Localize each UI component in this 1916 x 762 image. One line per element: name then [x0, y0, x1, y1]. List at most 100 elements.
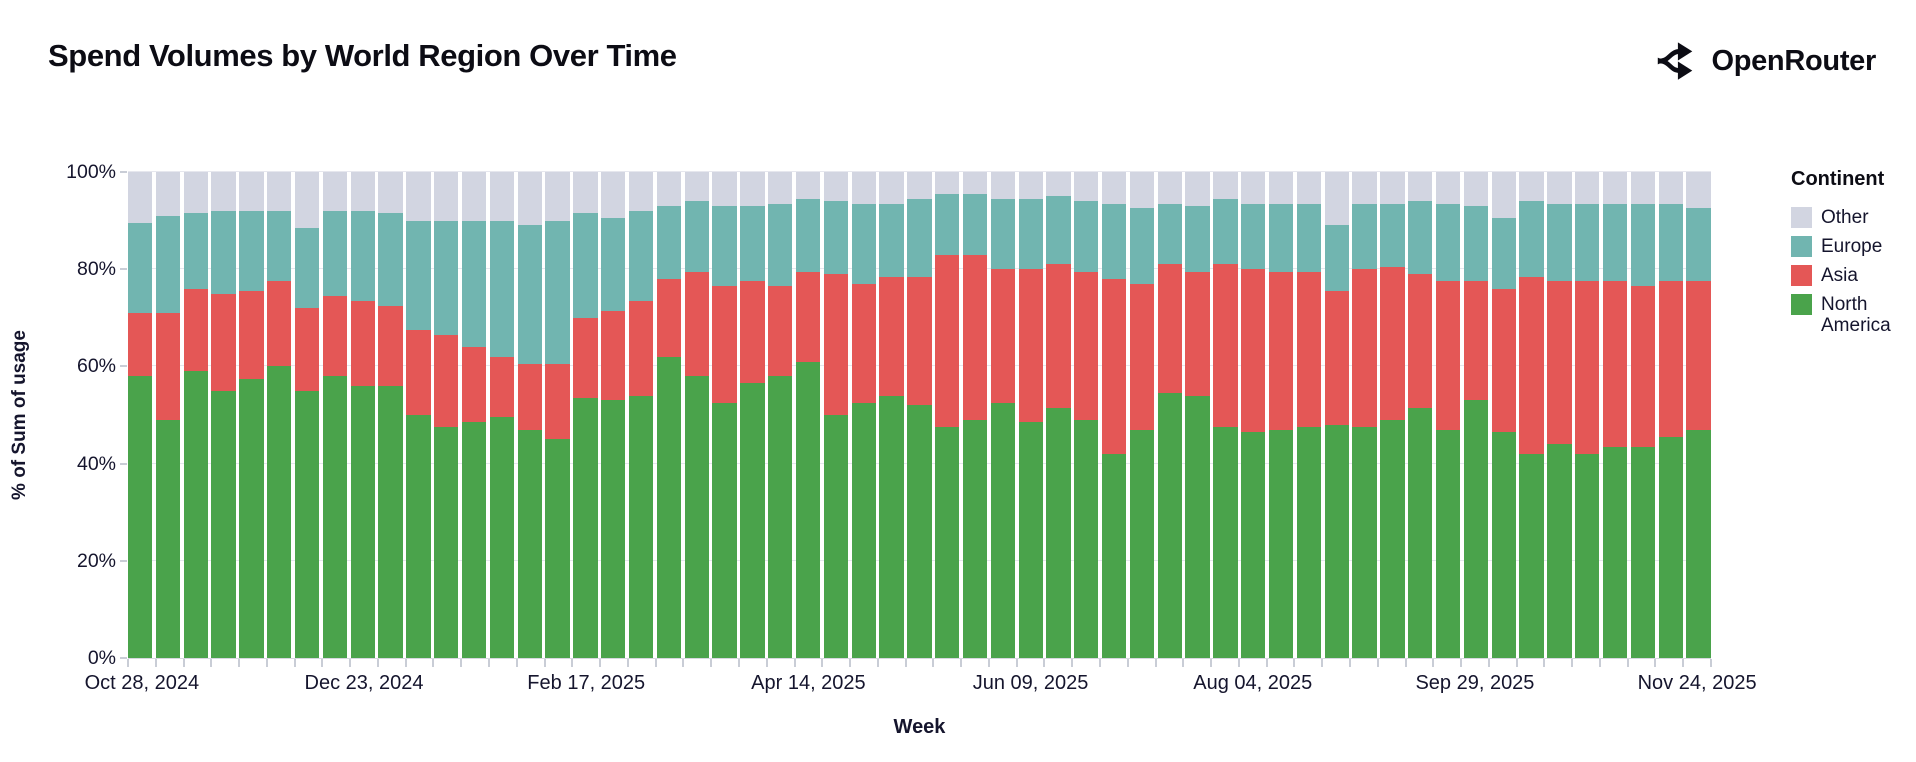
bar-segment-europe[interactable]	[768, 203, 793, 287]
bar-segment-asia[interactable]	[851, 283, 876, 403]
bar-segment-europe[interactable]	[879, 203, 904, 277]
bar-segment-other[interactable]	[294, 172, 320, 228]
bar-segment-north-america[interactable]	[545, 439, 570, 658]
legend-item-other[interactable]: Other	[1791, 207, 1909, 228]
bar-segment-other[interactable]	[378, 172, 403, 214]
bar-segment-other[interactable]	[183, 172, 208, 214]
bar-segment-north-america[interactable]	[1046, 407, 1071, 658]
bar-segment-asia[interactable]	[1547, 281, 1572, 445]
bar-segment-asia[interactable]	[1101, 278, 1127, 454]
bar-segment-europe[interactable]	[628, 210, 654, 301]
bar-segment-other[interactable]	[768, 172, 793, 204]
bar-segment-asia[interactable]	[1324, 291, 1349, 425]
bar-segment-north-america[interactable]	[628, 395, 654, 658]
bar-segment-europe[interactable]	[935, 193, 960, 255]
bar-segment-other[interactable]	[962, 172, 988, 194]
bar-segment-asia[interactable]	[461, 346, 487, 423]
bar-segment-north-america[interactable]	[1129, 429, 1155, 658]
bar-segment-asia[interactable]	[1602, 281, 1628, 447]
bar-segment-europe[interactable]	[1686, 208, 1711, 282]
bar-segment-asia[interactable]	[294, 308, 320, 391]
bar-segment-europe[interactable]	[1602, 203, 1628, 282]
bar-segment-other[interactable]	[1324, 172, 1349, 226]
bar-segment-other[interactable]	[1463, 172, 1489, 207]
bar-segment-europe[interactable]	[962, 193, 988, 255]
bar-segment-europe[interactable]	[851, 203, 876, 284]
bar-segment-asia[interactable]	[795, 271, 821, 362]
bar-segment-other[interactable]	[1296, 172, 1322, 204]
bar-segment-other[interactable]	[545, 172, 570, 221]
bar-segment-other[interactable]	[322, 172, 348, 211]
bar-segment-north-america[interactable]	[1213, 427, 1238, 658]
bar-segment-asia[interactable]	[684, 271, 709, 377]
bar-segment-north-america[interactable]	[267, 366, 292, 658]
bar-segment-europe[interactable]	[1185, 206, 1210, 272]
bar-segment-north-america[interactable]	[322, 376, 348, 658]
bar-segment-asia[interactable]	[155, 312, 181, 420]
bar-segment-other[interactable]	[517, 172, 542, 226]
bar-segment-asia[interactable]	[1296, 271, 1322, 428]
bar-segment-europe[interactable]	[1101, 203, 1127, 279]
bar-segment-north-america[interactable]	[1268, 429, 1294, 658]
bar-segment-north-america[interactable]	[684, 376, 709, 658]
bar-segment-asia[interactable]	[1491, 288, 1516, 433]
bar-segment-north-america[interactable]	[1602, 446, 1628, 658]
bar-segment-europe[interactable]	[1074, 201, 1099, 272]
bar-segment-europe[interactable]	[211, 210, 236, 294]
openrouter-brand[interactable]: OpenRouter	[1653, 36, 1876, 86]
bar-segment-asia[interactable]	[211, 293, 236, 391]
bar-segment-north-america[interactable]	[1296, 427, 1322, 658]
bar-segment-other[interactable]	[1602, 172, 1628, 204]
bar-segment-other[interactable]	[1101, 172, 1127, 204]
bar-segment-asia[interactable]	[879, 276, 904, 396]
bar-segment-europe[interactable]	[573, 213, 598, 318]
bar-segment-other[interactable]	[684, 172, 709, 202]
bar-segment-north-america[interactable]	[461, 422, 487, 658]
bar-segment-north-america[interactable]	[155, 419, 181, 658]
bar-segment-north-america[interactable]	[1380, 419, 1405, 658]
bar-segment-north-america[interactable]	[1575, 453, 1600, 658]
bar-segment-asia[interactable]	[1213, 264, 1238, 428]
bar-segment-europe[interactable]	[823, 201, 849, 275]
bar-segment-asia[interactable]	[740, 281, 765, 384]
bar-segment-asia[interactable]	[990, 269, 1015, 403]
bar-segment-other[interactable]	[211, 172, 236, 211]
bar-segment-other[interactable]	[1630, 172, 1656, 204]
bar-segment-asia[interactable]	[1074, 271, 1099, 420]
bar-segment-europe[interactable]	[1408, 201, 1433, 275]
bar-segment-europe[interactable]	[1296, 203, 1322, 272]
bar-segment-asia[interactable]	[545, 363, 570, 440]
bar-segment-north-america[interactable]	[990, 402, 1015, 658]
bar-segment-europe[interactable]	[128, 223, 153, 313]
bar-segment-north-america[interactable]	[656, 356, 682, 658]
bar-segment-north-america[interactable]	[935, 427, 960, 658]
bar-segment-other[interactable]	[1018, 172, 1043, 199]
bar-segment-europe[interactable]	[1463, 206, 1489, 282]
bar-segment-other[interactable]	[712, 172, 737, 207]
bar-segment-asia[interactable]	[1129, 283, 1155, 430]
bar-segment-other[interactable]	[1575, 172, 1600, 204]
bar-segment-north-america[interactable]	[1074, 419, 1099, 658]
bar-segment-other[interactable]	[1547, 172, 1572, 204]
bar-segment-north-america[interactable]	[962, 419, 988, 658]
bar-segment-asia[interactable]	[1686, 281, 1711, 430]
bar-segment-asia[interactable]	[350, 300, 375, 386]
bar-segment-other[interactable]	[628, 172, 654, 211]
bar-segment-europe[interactable]	[1352, 203, 1377, 270]
bar-segment-north-america[interactable]	[1658, 436, 1683, 658]
bar-segment-europe[interactable]	[461, 220, 487, 347]
bar-segment-north-america[interactable]	[128, 376, 153, 658]
bar-segment-asia[interactable]	[1046, 264, 1071, 408]
bar-segment-europe[interactable]	[406, 220, 431, 330]
bar-segment-asia[interactable]	[1157, 264, 1182, 394]
bar-segment-europe[interactable]	[267, 210, 292, 282]
bar-segment-asia[interactable]	[267, 281, 292, 367]
bar-segment-north-america[interactable]	[1185, 395, 1210, 658]
bar-segment-europe[interactable]	[907, 198, 932, 277]
bar-segment-europe[interactable]	[1491, 218, 1516, 289]
bar-segment-north-america[interactable]	[823, 415, 849, 658]
bar-segment-europe[interactable]	[434, 220, 459, 335]
bar-segment-other[interactable]	[907, 172, 932, 199]
bar-segment-other[interactable]	[1380, 172, 1405, 204]
bar-segment-north-america[interactable]	[768, 376, 793, 658]
